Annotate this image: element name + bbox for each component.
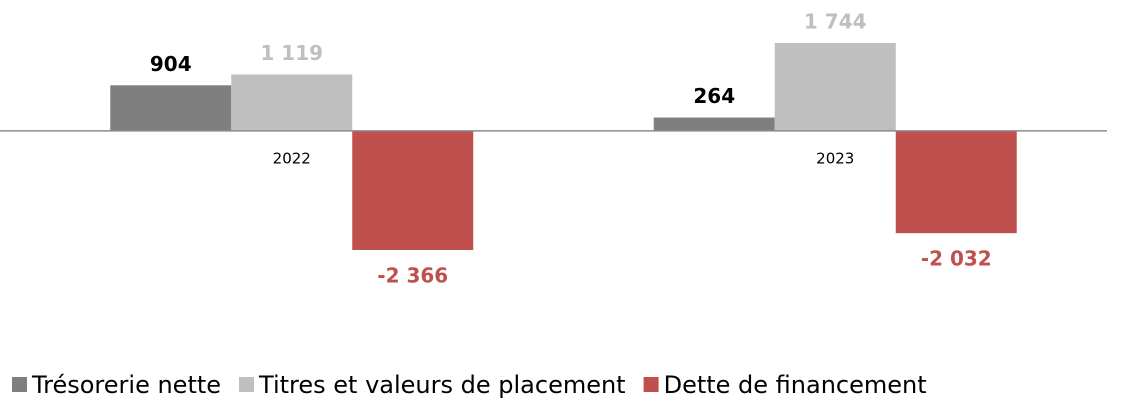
bar (352, 130, 474, 250)
bar (774, 43, 896, 131)
data-label: 1 119 (260, 41, 323, 65)
data-label: 264 (693, 84, 735, 108)
legend-swatch (643, 377, 659, 392)
bar (895, 130, 1017, 234)
legend-label: Trésorerie nette (31, 371, 221, 399)
bar (231, 74, 353, 131)
x-tick-label: 2022 (273, 149, 311, 167)
x-tick-label: 2023 (816, 149, 854, 167)
bar (653, 117, 775, 131)
data-label: 904 (150, 52, 192, 76)
data-label: -2 032 (921, 247, 992, 271)
legend-label: Titres et valeurs de placement (258, 371, 626, 399)
bar (110, 85, 232, 131)
data-label: 1 744 (804, 10, 867, 34)
legend-swatch (12, 377, 27, 392)
data-label: -2 366 (377, 264, 448, 288)
legend-swatch (239, 377, 255, 392)
legend-label: Dette de financement (664, 371, 927, 399)
